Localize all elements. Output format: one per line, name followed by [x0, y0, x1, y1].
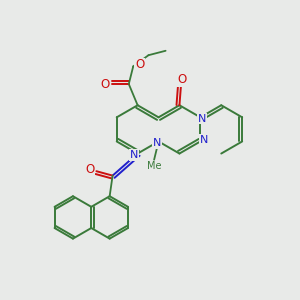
- Text: O: O: [177, 73, 186, 86]
- Text: N: N: [198, 114, 206, 124]
- Text: Me: Me: [147, 161, 161, 171]
- Text: O: O: [100, 77, 110, 91]
- Text: O: O: [85, 163, 94, 176]
- Text: N: N: [130, 150, 138, 160]
- Text: N: N: [153, 138, 161, 148]
- Text: O: O: [135, 58, 144, 71]
- Text: N: N: [200, 135, 208, 145]
